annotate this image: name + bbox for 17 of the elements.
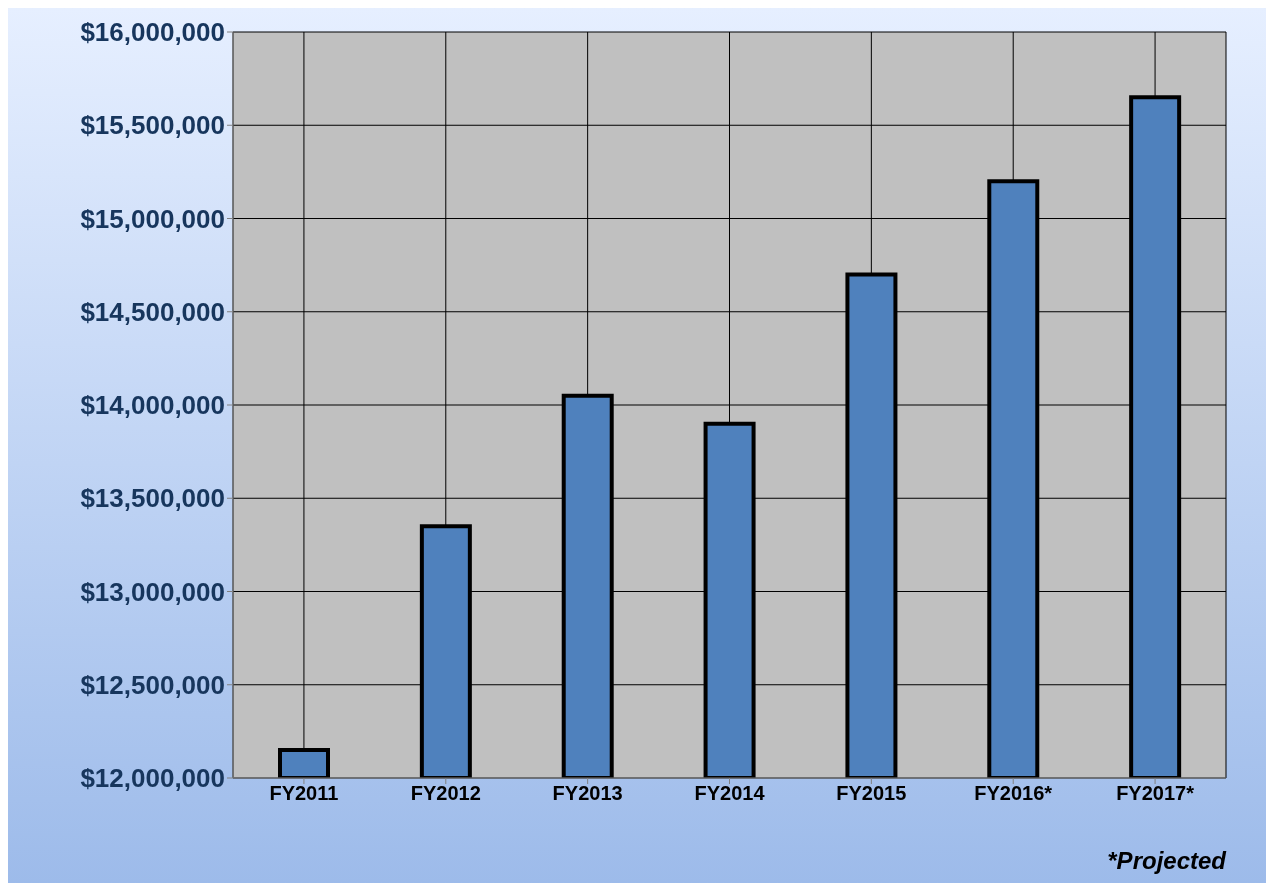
y-tick-label: $16,000,000 xyxy=(80,17,225,48)
x-tick-label: FY2016* xyxy=(974,782,1053,805)
text: *Projected xyxy=(1107,847,1226,875)
y-tick-label: $12,000,000 xyxy=(80,763,225,794)
y-tick-label: $12,500,000 xyxy=(80,669,225,700)
y-tick-label: $13,500,000 xyxy=(80,483,225,514)
y-tick-label: $14,500,000 xyxy=(80,296,225,327)
x-tick-label: FY2017* xyxy=(1116,782,1195,805)
x-tick-label: FY2011 xyxy=(269,782,339,805)
y-tick-label: $15,500,000 xyxy=(80,110,225,141)
y-tick-label: $15,000,000 xyxy=(80,203,225,234)
x-tick-label: FY2015 xyxy=(836,782,907,805)
y-tick-label: $13,000,000 xyxy=(80,576,225,607)
y-tick-label: $14,000,000 xyxy=(80,390,225,421)
x-tick-label: FY2012 xyxy=(410,782,481,805)
x-tick-label: FY2013 xyxy=(552,782,623,805)
x-tick-label: FY2014 xyxy=(694,782,766,805)
